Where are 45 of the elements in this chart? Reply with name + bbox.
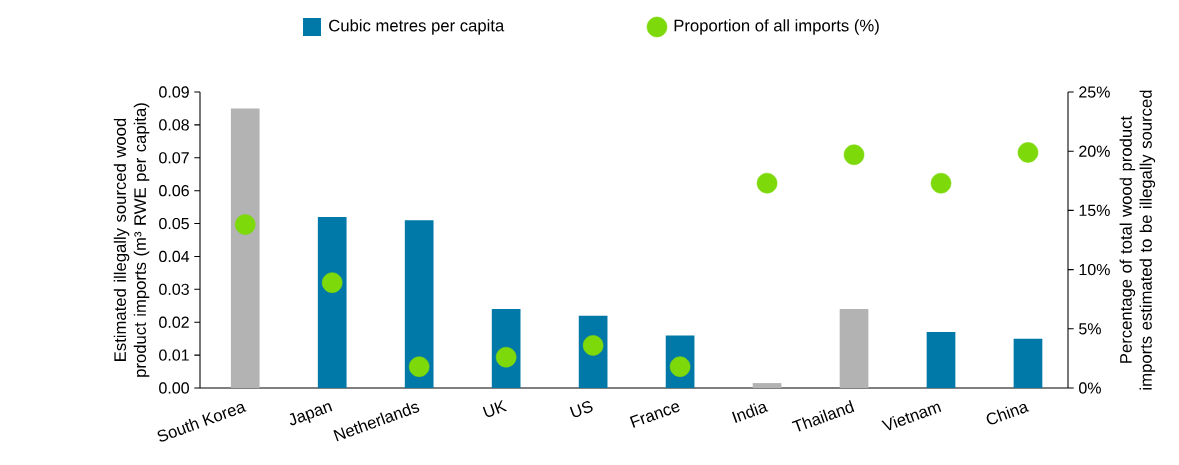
x-tick-label: UK [482,400,508,417]
y-tick-label: 0.03 [159,283,189,295]
y2-tick-label: 15% [1079,204,1110,217]
point [408,356,430,377]
bar [752,383,782,388]
bar [317,216,347,388]
x-tick-label: Vietnam [881,403,942,431]
legend-label: Cubic metres per capita [329,19,505,35]
point [1017,142,1039,163]
y2-tick-label: 0% [1079,382,1101,394]
x-tick-label: France [629,403,680,428]
x-tick-label: India [731,403,769,423]
point [495,346,517,368]
point [234,214,256,235]
x-tick-label: US [569,401,593,418]
x-tick-label: China [986,403,1030,425]
legend-label: Proportion of all imports (%) [674,19,879,35]
point [582,335,604,356]
y-tick-label: 0.07 [159,152,189,164]
bar [230,108,260,388]
y-tick-label: 0.09 [159,86,189,98]
bar [404,220,434,388]
y2-tick-label: 25% [1079,86,1110,98]
point [669,356,691,377]
bar [926,332,956,388]
point [930,172,952,194]
y-tick-label: 0.02 [159,316,189,328]
y2-tick-label: 10% [1079,263,1110,276]
y2-tick-label: 5% [1079,323,1101,335]
y-tick-label: 0.00 [159,382,189,394]
y-tick-label: 0.05 [159,217,189,230]
y-tick-label: 0.08 [159,119,189,131]
y2-axis-title: Percentage of total wood product imports estimated to be illegally sourced [1119,90,1156,390]
y2-tick-label: 20% [1079,145,1110,157]
y-axis-title: Estimated illegally sourced wood product imports (m³ RWE per capita) [113,103,150,377]
x-tick-label: South Korea [157,403,247,442]
x-tick-label: Japan [289,403,333,426]
y-tick-label: 0.04 [159,250,190,263]
point [321,272,343,293]
y-tick-label: 0.01 [159,349,189,361]
point [843,144,865,166]
bar [839,309,869,388]
bar [1013,338,1043,388]
y-tick-label: 0.06 [159,185,189,197]
point [756,172,778,194]
